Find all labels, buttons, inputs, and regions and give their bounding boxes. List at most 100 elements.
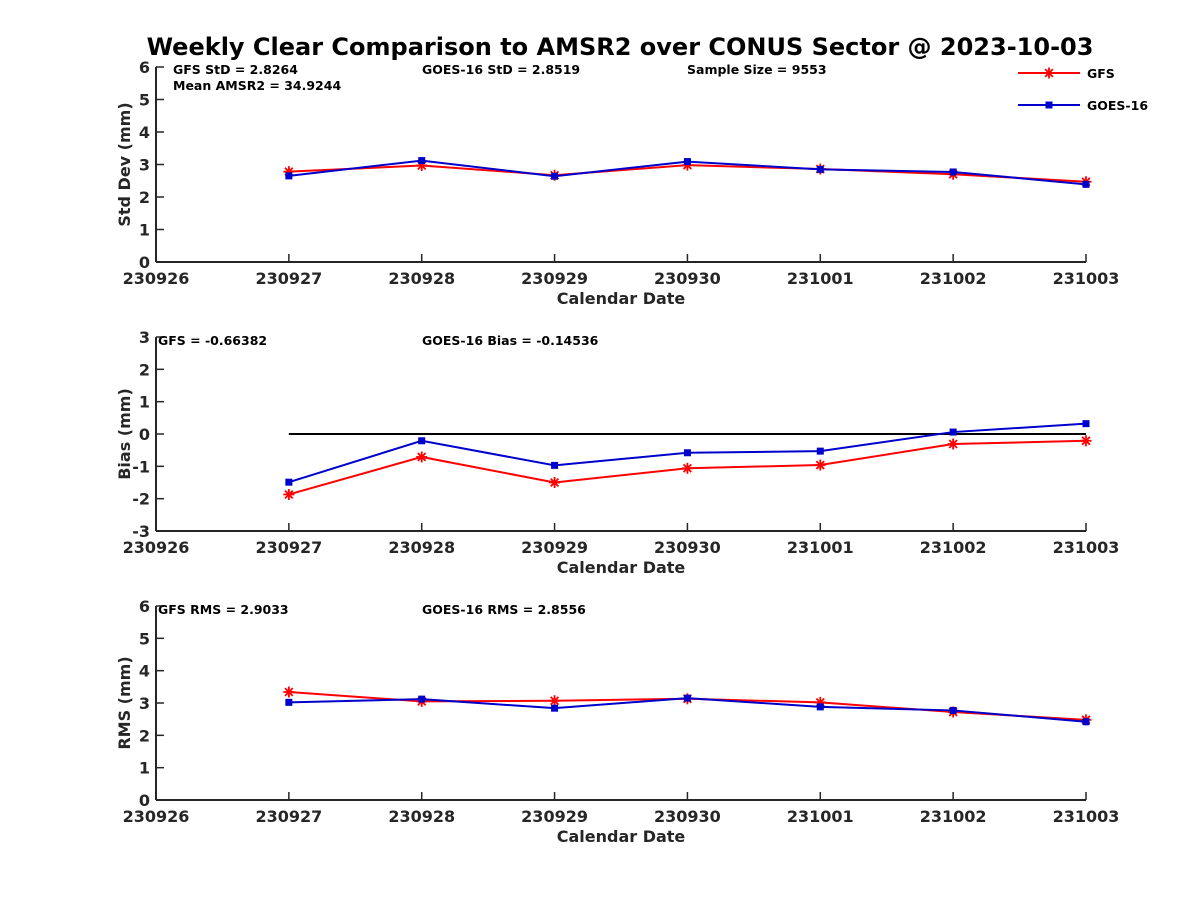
- x-tick-label: 231002: [920, 807, 987, 826]
- y-axis-label: RMS (mm): [115, 656, 134, 749]
- gfs-data-point: [549, 695, 561, 707]
- gfs-data-point: [416, 451, 428, 463]
- goes16-data-point: [949, 706, 957, 714]
- goes16-data-point: [1082, 718, 1090, 726]
- legend-gfs-label: GFS: [1087, 66, 1115, 81]
- figure-title: Weekly Clear Comparison to AMSR2 over CO…: [147, 33, 1094, 61]
- goes16-data-point: [285, 172, 293, 180]
- legend-gfs-marker: [1043, 67, 1055, 79]
- y-tick-label: 0: [139, 425, 150, 444]
- goes16-data-point: [683, 694, 691, 702]
- stat-annotation: Sample Size = 9553: [687, 62, 827, 77]
- y-axis-label: Bias (mm): [115, 388, 134, 480]
- x-tick-label: 230927: [255, 807, 322, 826]
- goes16-data-point: [418, 157, 426, 165]
- y-tick-label: 1: [139, 393, 150, 412]
- gfs-data-point: [283, 686, 295, 698]
- x-tick-label: 230929: [521, 538, 588, 557]
- y-tick-label: 1: [139, 759, 150, 778]
- goes16-data-point: [285, 698, 293, 706]
- x-tick-label: 230928: [388, 538, 455, 557]
- legend: GFS GOES-16: [1018, 66, 1148, 113]
- goes16-data-point: [551, 461, 559, 469]
- x-tick-label: 230927: [255, 269, 322, 288]
- x-tick-label: 230929: [521, 807, 588, 826]
- x-tick-label: 231002: [920, 538, 987, 557]
- y-tick-label: 2: [139, 360, 150, 379]
- x-tick-label: 230926: [123, 538, 190, 557]
- stat-annotation: GOES-16 Bias = -0.14536: [422, 333, 599, 348]
- x-tick-label: 230928: [388, 807, 455, 826]
- goes16-data-point: [1082, 420, 1090, 428]
- x-tick-label: 230927: [255, 538, 322, 557]
- x-tick-label: 231001: [787, 807, 854, 826]
- gfs-data-point: [814, 459, 826, 471]
- goes16-data-point: [551, 704, 559, 712]
- y-tick-label: 0: [139, 253, 150, 272]
- y-tick-label: 3: [139, 328, 150, 347]
- stat-annotation: GFS StD = 2.8264: [173, 62, 298, 77]
- goes16-data-point: [551, 172, 559, 180]
- x-tick-label: 231003: [1053, 538, 1120, 557]
- x-tick-label: 231001: [787, 269, 854, 288]
- x-axis-label: Calendar Date: [557, 558, 686, 577]
- y-tick-label: 3: [139, 156, 150, 175]
- y-tick-label: 6: [139, 58, 150, 77]
- x-tick-label: 230926: [123, 807, 190, 826]
- goes16-data-point: [683, 158, 691, 166]
- goes16-data-point: [816, 447, 824, 455]
- x-tick-label: 231001: [787, 538, 854, 557]
- legend-goes16-label: GOES-16: [1087, 98, 1148, 113]
- y-tick-label: 5: [139, 91, 150, 110]
- gfs-data-point: [1080, 435, 1092, 447]
- y-tick-label: 5: [139, 629, 150, 648]
- x-tick-label: 231002: [920, 269, 987, 288]
- x-tick-label: 230930: [654, 269, 721, 288]
- stat-annotation: GFS RMS = 2.9033: [158, 602, 289, 617]
- y-tick-label: 4: [139, 123, 150, 142]
- y-tick-label: 2: [139, 188, 150, 207]
- stat-annotation: GOES-16 StD = 2.8519: [422, 62, 580, 77]
- y-tick-label: 0: [139, 791, 150, 810]
- gfs-data-point: [283, 488, 295, 500]
- legend-gfs-marker-shape: [1043, 67, 1055, 79]
- bias-panel: -3 -2 -1 0 1 2 3 230926 230927 230928 230929 230930…: [115, 328, 1119, 577]
- legend-goes16-marker: [1045, 101, 1053, 109]
- x-tick-label: 230929: [521, 269, 588, 288]
- y-tick-label: -2: [132, 490, 150, 509]
- goes16-data-point: [418, 437, 426, 445]
- x-tick-label: 230930: [654, 538, 721, 557]
- stat-annotation: Mean AMSR2 = 34.9244: [173, 78, 341, 93]
- x-tick-label: 230926: [123, 269, 190, 288]
- goes16-data-point: [418, 695, 426, 703]
- y-tick-label: 2: [139, 726, 150, 745]
- y-tick-label: 1: [139, 221, 150, 240]
- std-dev-panel: 0 1 2 3 4 5 6 230926 230927 230928 230929 230930 231…: [115, 58, 1119, 308]
- x-tick-label: 230930: [654, 807, 721, 826]
- y-tick-label: 4: [139, 662, 150, 681]
- goes16-data-point: [816, 703, 824, 711]
- y-tick-label: 6: [139, 597, 150, 616]
- gfs-data-point: [549, 477, 561, 488]
- legend-goes16-marker-shape: [1045, 101, 1053, 109]
- goes16-data-point: [683, 449, 691, 457]
- x-axis-label: Calendar Date: [557, 289, 686, 308]
- goes16-data-point: [1082, 180, 1090, 188]
- stat-annotation: GOES-16 RMS = 2.8556: [422, 602, 586, 617]
- goes16-data-point: [285, 478, 293, 486]
- gfs-data-point: [681, 462, 693, 474]
- goes16-data-point: [816, 165, 824, 173]
- y-tick-label: 3: [139, 694, 150, 713]
- y-tick-label: -1: [132, 457, 150, 476]
- gfs-data-point: [947, 438, 959, 450]
- y-tick-label: -3: [132, 522, 150, 541]
- goes16-data-point: [949, 428, 957, 436]
- goes16-data-point: [949, 168, 957, 176]
- x-axis-label: Calendar Date: [557, 827, 686, 846]
- x-tick-label: 230928: [388, 269, 455, 288]
- rms-panel: 0 1 2 3 4 5 6 230926 230927 230928 230929 230930 231…: [115, 597, 1119, 846]
- y-axis-label: Std Dev (mm): [115, 102, 134, 226]
- stat-annotation: GFS = -0.66382: [158, 333, 267, 348]
- x-tick-label: 231003: [1053, 269, 1120, 288]
